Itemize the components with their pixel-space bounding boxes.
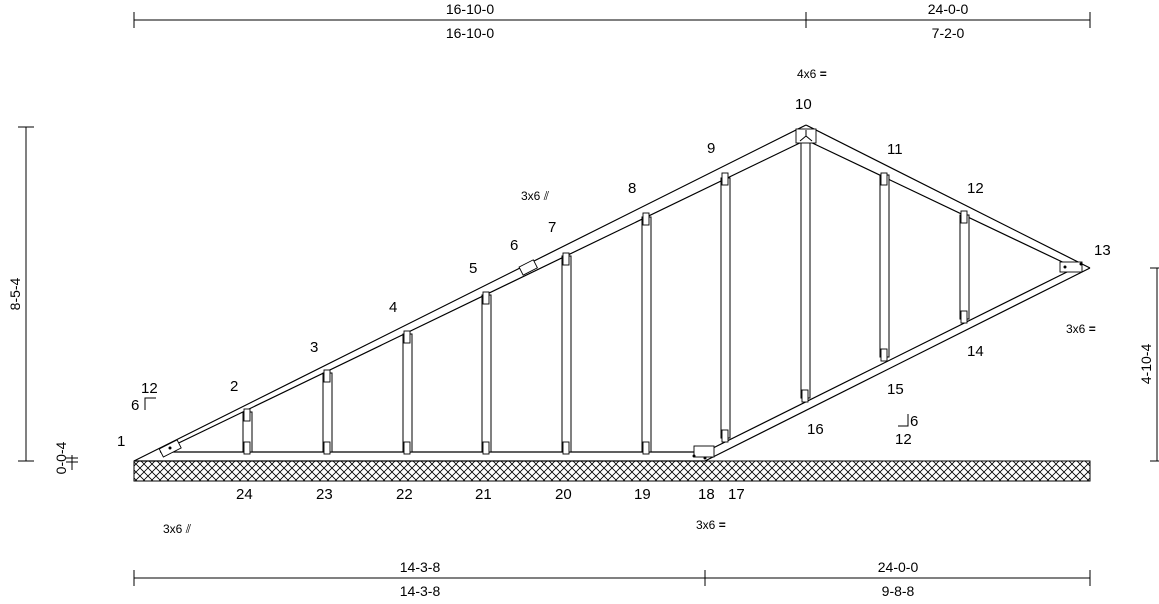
joint-label: 23 xyxy=(316,486,333,503)
joint-label: 5 xyxy=(469,260,477,277)
left-heel-dim: 0-0-4 xyxy=(53,441,69,474)
joint-label: 14 xyxy=(967,343,984,360)
connector-plates xyxy=(158,128,1083,460)
joint-label: 8 xyxy=(628,180,636,197)
joint-label: 4 xyxy=(389,299,397,316)
plate-label-13: 3x6 = xyxy=(1066,322,1096,336)
joint-label: 3 xyxy=(310,339,318,356)
plate-label-10: 4x6 = xyxy=(797,67,827,81)
right-height-dimension-line xyxy=(1150,267,1159,462)
bottom-right-upper-dim: 24-0-0 xyxy=(878,559,919,575)
top-left-lower-dim: 16-10-0 xyxy=(446,25,494,41)
joint-label: 20 xyxy=(555,486,572,503)
bottom-dimension-lines xyxy=(133,570,1091,586)
joint-label: 12 xyxy=(967,180,984,197)
pitch-symbol-right: 6 12 xyxy=(895,413,918,448)
top-left-upper-dim: 16-10-0 xyxy=(446,1,494,17)
joint-label: 15 xyxy=(887,381,904,398)
joint-label: 1 xyxy=(117,433,125,450)
joint-label: 24 xyxy=(236,486,253,503)
joint-label: 6 xyxy=(510,237,518,254)
joint-label: 17 xyxy=(728,486,745,503)
joint-labels: 1 2 3 4 5 6 7 8 9 10 11 12 13 14 15 16 1… xyxy=(117,96,1111,503)
left-height-dimension-line xyxy=(18,126,34,462)
truss-webs xyxy=(242,139,970,453)
joint-label: 16 xyxy=(807,421,824,438)
plate-label-18: 3x6 = xyxy=(696,518,726,532)
pitch-right-run: 12 xyxy=(895,431,912,448)
joint-label: 19 xyxy=(634,486,651,503)
top-dimension-lines xyxy=(133,12,1091,28)
pitch-left-run: 12 xyxy=(141,380,158,397)
pitch-right-rise: 6 xyxy=(910,413,918,430)
bottom-left-upper-dim: 14-3-8 xyxy=(400,559,441,575)
ground-hatch xyxy=(133,460,1091,482)
joint-label: 11 xyxy=(887,141,903,158)
joint-label: 9 xyxy=(707,140,715,157)
joint-label: 2 xyxy=(230,378,238,395)
bottom-left-lower-dim: 14-3-8 xyxy=(400,583,441,599)
bottom-right-lower-dim: 9-8-8 xyxy=(882,583,915,599)
right-height-dim: 4-10-4 xyxy=(1138,344,1154,385)
plate-label-1: 3x6 ⫽ xyxy=(163,522,192,536)
left-height-dim: 8-5-4 xyxy=(7,277,23,310)
top-right-lower-dim: 7-2-0 xyxy=(932,25,965,41)
joint-label: 13 xyxy=(1094,242,1111,259)
pitch-left-rise: 6 xyxy=(131,397,139,414)
truss-chords xyxy=(133,124,1091,462)
top-right-upper-dim: 24-0-0 xyxy=(928,1,969,17)
joint-label: 18 xyxy=(698,486,715,503)
plate-label-6: 3x6 ⫽ xyxy=(521,189,550,203)
joint-label: 10 xyxy=(795,96,812,113)
joint-label: 21 xyxy=(475,486,492,503)
pitch-symbol-left: 6 12 xyxy=(131,380,158,414)
joint-label: 7 xyxy=(548,219,556,236)
joint-label: 22 xyxy=(396,486,413,503)
left-heel-dimension-line xyxy=(66,455,78,470)
